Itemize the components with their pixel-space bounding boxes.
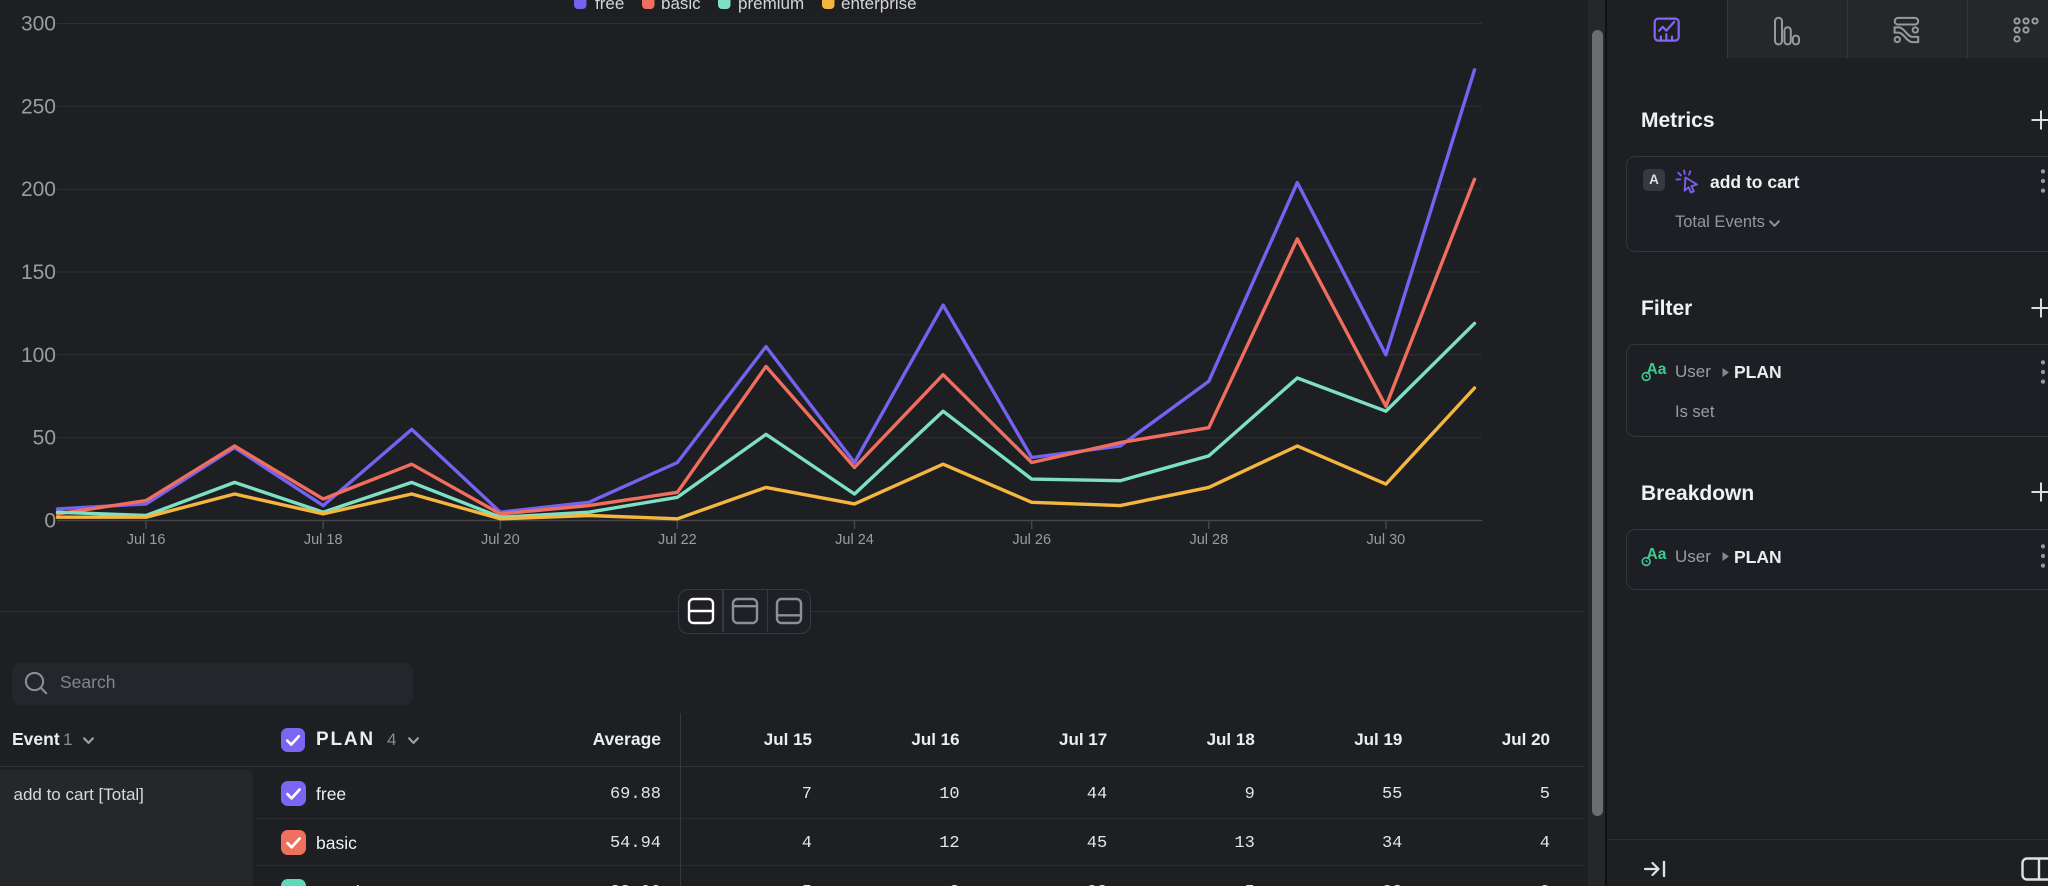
svg-text:50: 50	[33, 427, 56, 450]
svg-text:Jul 20: Jul 20	[481, 532, 520, 548]
svg-text:200: 200	[21, 178, 56, 201]
svg-text:Aa: Aa	[1647, 546, 1667, 563]
svg-text:150: 150	[21, 261, 56, 284]
svg-text:Jul 18: Jul 18	[304, 532, 343, 548]
svg-text:premium: premium	[738, 0, 804, 13]
svg-text:Jul 30: Jul 30	[1367, 532, 1406, 548]
svg-text:basic: basic	[661, 0, 701, 13]
svg-text:300: 300	[21, 13, 56, 36]
svg-text:free: free	[595, 0, 624, 13]
svg-text:Aa: Aa	[1647, 361, 1667, 378]
svg-text:Jul 26: Jul 26	[1012, 532, 1051, 548]
svg-text:Jul 24: Jul 24	[835, 532, 874, 548]
svg-text:Jul 28: Jul 28	[1189, 532, 1228, 548]
svg-text:enterprise: enterprise	[841, 0, 917, 13]
svg-text:0: 0	[44, 510, 56, 533]
svg-text:100: 100	[21, 344, 56, 367]
svg-text:Jul 16: Jul 16	[127, 532, 166, 548]
svg-text:250: 250	[21, 95, 56, 118]
svg-text:Jul 22: Jul 22	[658, 532, 697, 548]
